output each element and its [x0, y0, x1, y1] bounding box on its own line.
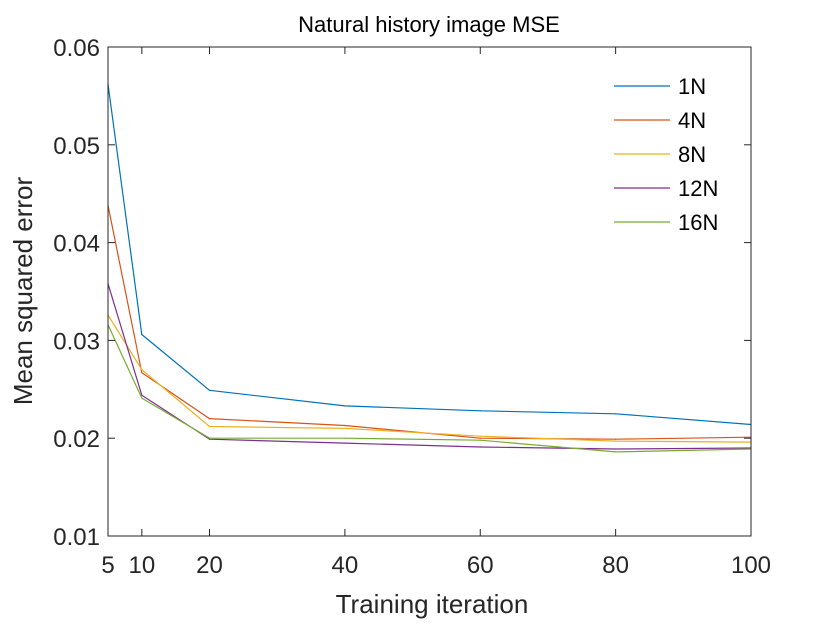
legend-label-4N: 4N: [678, 108, 706, 133]
data-point-4N-80: [615, 438, 617, 440]
data-point-4N-10: [141, 372, 143, 374]
data-point-1N-80: [615, 413, 617, 415]
y-tick-label: 0.04: [53, 231, 100, 258]
data-point-4N-60: [479, 437, 481, 439]
x-tick-label: 60: [467, 552, 494, 579]
x-tick-label: 100: [731, 552, 771, 579]
legend-label-16N: 16N: [678, 210, 718, 235]
data-point-16N-40: [344, 437, 346, 439]
data-point-4N-40: [344, 424, 346, 427]
data-point-8N-80: [615, 440, 617, 442]
data-point-8N-40: [344, 427, 346, 429]
data-point-12N-10: [141, 394, 143, 396]
tick-layer: 5 10 20 40 60 80 100 0.01 0.02 0.03 0.04 0.05 0.06: [53, 35, 771, 579]
data-point-12N-40: [344, 442, 346, 444]
series-layer: [107, 83, 752, 453]
legend-label-12N: 12N: [678, 176, 718, 201]
data-point-1N-10: [141, 333, 143, 336]
data-point-12N-60: [479, 446, 481, 448]
y-tick-label: 0.03: [53, 328, 100, 355]
legend-box: [602, 68, 730, 238]
data-point-1N-20: [208, 389, 211, 391]
data-point-12N-80: [615, 448, 617, 450]
axes-box: [107, 46, 752, 537]
axes-layer: [107, 46, 752, 537]
data-point-16N-20: [208, 437, 211, 439]
data-point-8N-60: [479, 435, 481, 437]
legend-label-1N: 1N: [678, 74, 706, 99]
y-tick-label: 0.02: [53, 426, 100, 453]
x-tick-label: 40: [332, 552, 359, 579]
legend-label-8N: 8N: [678, 142, 706, 167]
data-point-16N-80: [615, 451, 617, 453]
x-tick-label: 5: [101, 552, 114, 579]
data-point-8N-20: [208, 425, 211, 428]
x-tick-label: 20: [196, 552, 223, 579]
legend: 1N 4N 8N 12N 16N: [602, 68, 730, 238]
data-point-4N-20: [208, 418, 211, 420]
y-tick-label: 0.05: [53, 133, 100, 160]
x-tick-label: 80: [602, 552, 629, 579]
y-axis-title: Mean squared error: [8, 176, 38, 405]
data-point-12N-20: [208, 438, 211, 440]
data-point-1N-40: [344, 405, 346, 407]
data-point-16N-60: [479, 439, 481, 441]
chart-title: Natural history image MSE: [298, 12, 560, 37]
x-tick-label: 10: [128, 552, 155, 579]
x-axis-title: Training iteration: [336, 589, 529, 619]
data-point-1N-60: [479, 410, 481, 412]
data-point-16N-10: [141, 397, 143, 399]
y-tick-label: 0.06: [53, 35, 100, 62]
y-tick-label: 0.01: [53, 524, 100, 551]
data-point-8N-10: [141, 369, 143, 371]
